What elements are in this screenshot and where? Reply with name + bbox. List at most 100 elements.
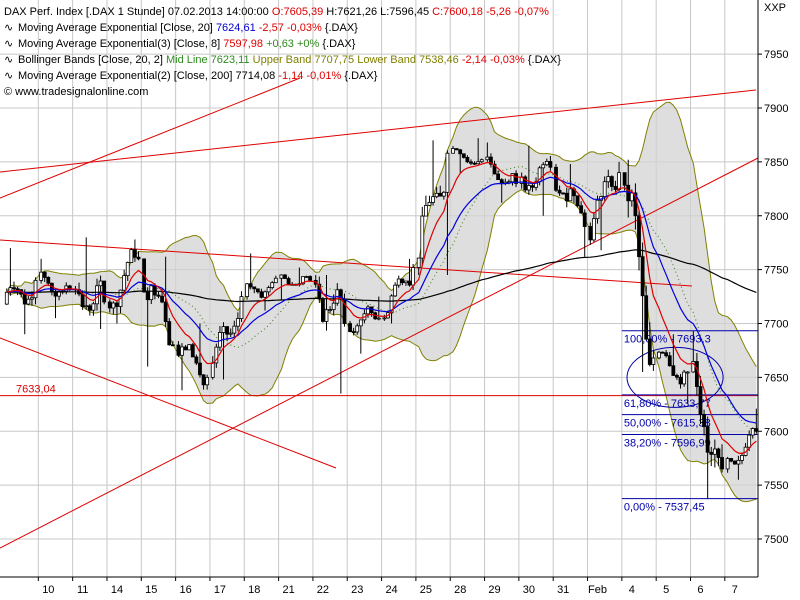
x-tick-label: 6: [697, 584, 703, 596]
x-tick-label: 16: [179, 584, 191, 596]
legend-row-ema200: ∿ Moving Average Exponential(2) [Close, 2…: [4, 68, 561, 84]
candle-body: [725, 458, 730, 470]
candle-body: [221, 326, 226, 333]
candle-body: [434, 192, 439, 198]
candle-body: [279, 274, 284, 279]
horizontal-level-label: 7633,04: [16, 384, 56, 396]
y-tick-label: 7750: [764, 265, 788, 277]
candle-body: [626, 184, 631, 202]
candle-body: [575, 195, 580, 207]
candle-body: [461, 153, 466, 158]
x-tick-label: 31: [557, 584, 569, 596]
candle-body: [660, 351, 665, 354]
candle-body: [489, 156, 493, 165]
candle-body: [190, 344, 195, 358]
candle-body: [98, 280, 103, 287]
candle-body: [404, 280, 408, 284]
candle-body: [358, 319, 363, 327]
candle-body: [26, 298, 31, 305]
candle-body: [568, 188, 573, 202]
x-tick-label: 5: [663, 584, 669, 596]
candle-body: [691, 361, 696, 373]
candle-body: [324, 309, 329, 322]
ema200-line: [6, 249, 757, 303]
candle-body: [637, 215, 641, 258]
legend-change: -5,26 -0,07%: [485, 6, 549, 18]
candle-body: [91, 303, 96, 311]
candle-body: [283, 274, 287, 279]
candle-body: [705, 426, 710, 453]
candle-body: [445, 152, 450, 193]
candle-body: [270, 282, 275, 288]
candle-body: [248, 283, 253, 288]
candle-body: [747, 434, 752, 448]
fib-level-label: 100,00% - 7693,3: [624, 334, 711, 346]
trendline-layer: 7633,04: [0, 77, 759, 549]
fib-level-label: 50,00% - 7615,38: [624, 418, 711, 430]
candle-body: [225, 326, 230, 335]
legend-ema8-name: Moving Average Exponential(3) [Close, 8]: [18, 38, 221, 50]
candle-body: [458, 149, 463, 155]
candle-body: [485, 156, 490, 161]
symbol-label: XXP: [763, 2, 786, 14]
indicator-icon: ∿: [4, 70, 14, 82]
candle-body: [431, 196, 435, 203]
candle-body: [647, 338, 652, 365]
candle-body: [183, 346, 188, 351]
x-tick-label: 11: [77, 584, 88, 596]
candle-body: [698, 386, 703, 415]
candle-body: [328, 309, 332, 311]
candle-body: [232, 325, 237, 334]
candle-body: [438, 192, 443, 197]
candle-body: [592, 218, 596, 241]
candle-body: [675, 375, 679, 378]
candle-body: [709, 451, 714, 455]
bollinger-lower-line: [6, 188, 757, 503]
candle-body: [39, 271, 44, 281]
candle-body: [46, 276, 51, 284]
candle-body: [441, 191, 446, 197]
candle-body: [617, 172, 621, 190]
candle-body: [640, 256, 645, 297]
candle-body: [393, 284, 398, 297]
candle-body: [588, 226, 593, 241]
candle-body: [102, 280, 107, 303]
legend: DAX Perf. Index [.DAX 1 Stunde] 07.02.20…: [4, 4, 561, 100]
candle-body: [301, 276, 305, 285]
legend-low: L:7596,45: [380, 6, 430, 18]
candle-body: [629, 192, 634, 202]
candle-body: [107, 301, 112, 309]
legend-row-ema20: ∿ Moving Average Exponential [Close, 20] …: [4, 20, 561, 36]
candle-body: [176, 344, 181, 356]
candle-body: [321, 298, 325, 322]
candle-body: [427, 201, 432, 206]
candle-body: [644, 295, 649, 340]
candle-body: [609, 176, 614, 187]
trend-line: [0, 77, 301, 199]
candle-body: [479, 159, 484, 163]
x-tick-label: 30: [523, 584, 535, 596]
fib-level-label: 38,20% - 7596,99: [624, 437, 711, 449]
legend-high: H:7621,26: [326, 6, 378, 18]
legend-bollinger-upper: Upper Band 7707,75: [252, 54, 355, 66]
candle-body: [423, 205, 428, 217]
trend-line: [0, 337, 337, 469]
candle-body: [351, 331, 356, 334]
legend-row-price: DAX Perf. Index [.DAX 1 Stunde] 07.02.20…: [4, 4, 561, 20]
candle-body: [145, 291, 150, 301]
legend-close: C:7600,18: [432, 6, 483, 18]
candle-body: [523, 176, 528, 191]
candle-body: [156, 294, 161, 297]
legend-ema20-value: 7624,61: [215, 22, 256, 34]
copyright-text[interactable]: © www.tradesignalonline.com: [4, 86, 149, 98]
candle-body: [355, 325, 360, 333]
candle-body: [420, 215, 425, 259]
candle-body: [194, 356, 199, 364]
candle-body: [304, 276, 309, 278]
candle-body: [273, 277, 278, 284]
candle-body: [30, 297, 34, 300]
candle-body: [133, 249, 137, 258]
indicator-icon: ∿: [4, 38, 14, 50]
x-tick-label: 4: [629, 584, 635, 596]
